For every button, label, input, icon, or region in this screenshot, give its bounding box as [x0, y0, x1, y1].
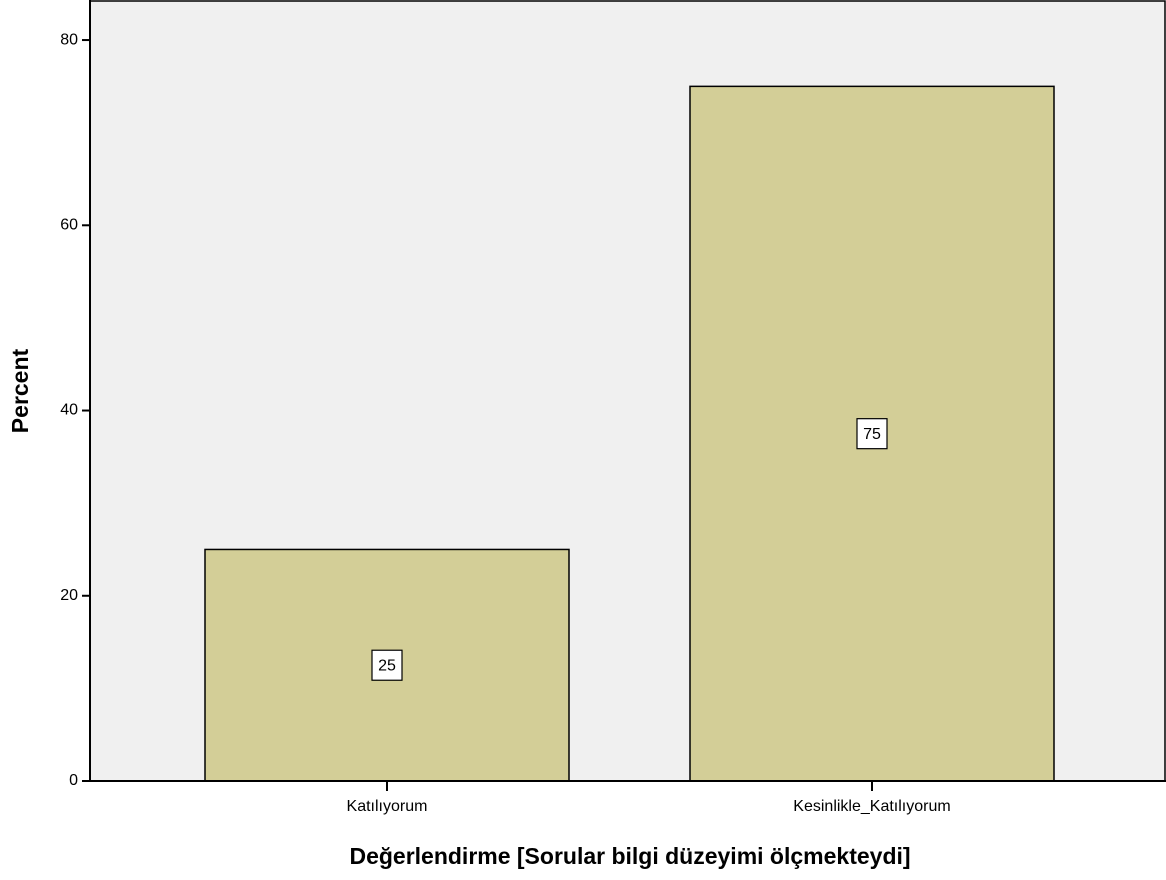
- value-label-box: [371, 649, 403, 681]
- x-tick-label: Kesinlikle_Katılıyorum: [793, 798, 950, 815]
- y-tick-label: 0: [69, 772, 78, 789]
- y-tick-label: 40: [60, 402, 78, 419]
- y-tick-label: 80: [60, 31, 78, 48]
- y-axis-title: Percent: [7, 348, 33, 433]
- x-axis-title: Değerlendirme [Sorular bilgi düzeyimi öl…: [349, 843, 910, 869]
- y-tick-label: 60: [60, 217, 78, 234]
- value-label-box: [856, 418, 888, 450]
- x-tick-label: Katılıyorum: [347, 798, 428, 815]
- y-tick-label: 20: [60, 587, 78, 604]
- value-label: 75: [863, 426, 881, 443]
- value-label: 25: [378, 657, 396, 674]
